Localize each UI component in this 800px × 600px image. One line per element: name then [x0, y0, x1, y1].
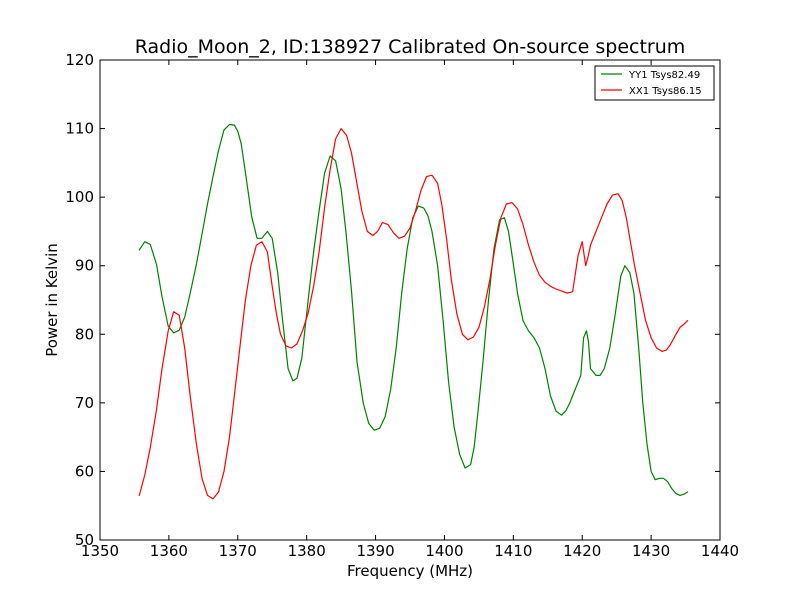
legend-label-yy1: YY1 Tsys82.49	[628, 70, 700, 81]
y-tick-label: 110	[65, 120, 94, 138]
x-tick-label: 1440	[701, 542, 739, 560]
y-tick-label: 50	[75, 531, 94, 549]
y-axis-ticks: 50 60 70 80 90 100 110 120	[65, 51, 720, 549]
x-tick-label: 1390	[356, 542, 394, 560]
x-tick-label: 1400	[425, 542, 463, 560]
series-line-0	[138, 123, 689, 496]
y-tick-label: 90	[75, 257, 94, 275]
x-tick-label: 1420	[563, 542, 601, 560]
x-tick-label: 1430	[632, 542, 670, 560]
y-tick-label: 70	[75, 394, 94, 412]
x-tick-label: 1380	[288, 542, 326, 560]
x-tick-label: 1360	[150, 542, 188, 560]
y-tick-label: 120	[65, 51, 94, 69]
legend-label-xx1: XX1 Tsys86.15	[629, 86, 702, 97]
y-tick-label: 80	[75, 325, 94, 343]
x-tick-label: 1410	[494, 542, 532, 560]
x-tick-label: 1370	[219, 542, 257, 560]
y-axis-label: Power in Kelvin	[43, 243, 61, 357]
x-axis-ticks: 1350 1360 1370 1380 1390 1400 1410 1420 1430 1440	[81, 60, 739, 560]
series-line-1	[138, 128, 689, 500]
x-tick-label: 1350	[81, 542, 119, 560]
legend: YY1 Tsys82.49 XX1 Tsys86.15	[594, 65, 715, 101]
plot-frame	[99, 59, 721, 541]
chart-title: Radio_Moon_2, ID:138927 Calibrated On-so…	[135, 36, 686, 58]
series-layer	[138, 123, 689, 500]
x-axis-label: Frequency (MHz)	[347, 562, 473, 580]
legend-box	[594, 65, 715, 101]
y-tick-label: 60	[75, 462, 94, 480]
plot-area: 1350 1360 1370 1380 1390 1400 1410 1420 1430 1440…	[65, 51, 739, 560]
y-tick-label: 100	[65, 188, 94, 206]
